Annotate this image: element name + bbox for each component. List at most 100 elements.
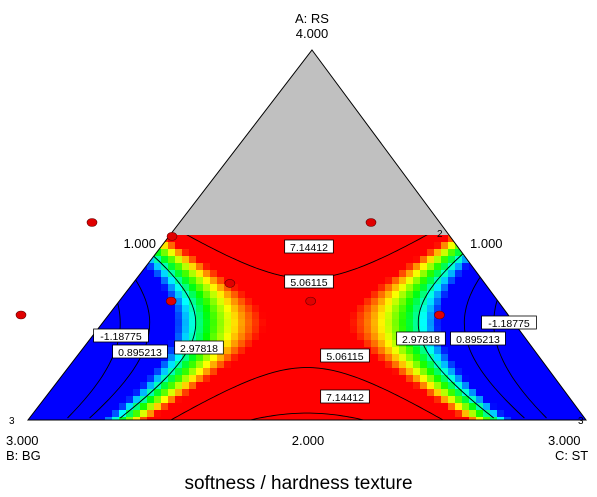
surface-cell: [252, 375, 260, 383]
surface-cell: [392, 361, 400, 369]
surface-cell: [357, 298, 365, 306]
surface-cell: [441, 270, 449, 278]
surface-cell: [217, 270, 225, 278]
surface-cell: [413, 312, 421, 320]
surface-cell: [91, 354, 99, 362]
surface-cell: [133, 284, 141, 292]
surface-cell: [343, 305, 351, 313]
surface-cell: [154, 417, 162, 420]
surface-cell: [560, 410, 568, 418]
surface-cell: [245, 354, 253, 362]
surface-cell: [469, 326, 477, 334]
surface-cell: [490, 396, 498, 404]
surface-cell: [84, 256, 92, 264]
surface-cell: [308, 319, 316, 327]
surface-cell: [518, 382, 526, 390]
surface-cell: [560, 354, 568, 362]
surface-cell: [175, 305, 183, 313]
surface-cell: [56, 361, 64, 369]
surface-cell: [252, 410, 260, 418]
surface-cell: [581, 417, 586, 420]
surface-cell: [322, 333, 330, 341]
surface-cell: [175, 396, 183, 404]
surface-cell: [336, 284, 344, 292]
surface-cell: [413, 256, 421, 264]
surface-cell: [245, 389, 253, 397]
surface-cell: [364, 270, 372, 278]
surface-cell: [28, 375, 36, 383]
surface-cell: [413, 375, 421, 383]
surface-cell: [224, 354, 232, 362]
surface-cell: [518, 417, 526, 420]
surface-cell: [581, 305, 586, 313]
surface-cell: [287, 396, 295, 404]
surface-cell: [217, 291, 225, 299]
surface-cell: [154, 410, 162, 418]
surface-cell: [294, 368, 302, 376]
surface-cell: [35, 277, 43, 285]
surface-cell: [112, 396, 120, 404]
surface-cell: [91, 256, 99, 264]
surface-cell: [259, 389, 267, 397]
surface-cell: [140, 319, 148, 327]
surface-cell: [455, 305, 463, 313]
surface-cell: [399, 396, 407, 404]
surface-cell: [420, 382, 428, 390]
surface-cell: [434, 417, 442, 420]
surface-cell: [546, 326, 554, 334]
surface-cell: [315, 340, 323, 348]
design-point: [434, 310, 445, 320]
surface-cell: [133, 270, 141, 278]
surface-cell: [238, 347, 246, 355]
edge-right-a-label: 1.000: [470, 236, 503, 251]
surface-cell: [154, 375, 162, 383]
surface-cell: [259, 256, 267, 264]
surface-cell: [84, 326, 92, 334]
surface-cell: [259, 403, 267, 411]
surface-cell: [35, 284, 43, 292]
surface-cell: [42, 361, 50, 369]
surface-cell: [413, 242, 421, 250]
surface-cell: [406, 256, 414, 264]
surface-cell: [350, 333, 358, 341]
surface-cell: [77, 319, 85, 327]
surface-cell: [217, 319, 225, 327]
surface-cell: [203, 263, 211, 271]
surface-cell: [504, 354, 512, 362]
surface-cell: [77, 389, 85, 397]
surface-cell: [567, 403, 575, 411]
surface-cell: [70, 270, 78, 278]
surface-cell: [420, 354, 428, 362]
surface-cell: [133, 382, 141, 390]
surface-cell: [77, 361, 85, 369]
surface-cell: [553, 410, 561, 418]
surface-cell: [301, 361, 309, 369]
surface-cell: [497, 417, 505, 420]
surface-cell: [105, 410, 113, 418]
surface-cell: [455, 417, 463, 420]
surface-cell: [105, 319, 113, 327]
surface-cell: [266, 354, 274, 362]
surface-cell: [133, 263, 141, 271]
surface-cell: [553, 242, 561, 250]
surface-cell: [28, 403, 36, 411]
surface-cell: [238, 319, 246, 327]
surface-cell: [525, 256, 533, 264]
surface-cell: [581, 242, 586, 250]
surface-cell: [539, 396, 547, 404]
surface-cell: [490, 347, 498, 355]
surface-cell: [455, 361, 463, 369]
surface-cell: [252, 319, 260, 327]
surface-cell: [574, 396, 582, 404]
surface-cell: [567, 368, 575, 376]
edge-left-a-label: 1.000: [123, 236, 156, 251]
surface-cell: [224, 375, 232, 383]
surface-cell: [525, 354, 533, 362]
surface-cell: [371, 263, 379, 271]
surface-cell: [231, 368, 239, 376]
surface-cell: [105, 291, 113, 299]
surface-cell: [427, 235, 435, 243]
surface-cell: [126, 361, 134, 369]
surface-cell: [385, 242, 393, 250]
surface-cell: [161, 396, 169, 404]
